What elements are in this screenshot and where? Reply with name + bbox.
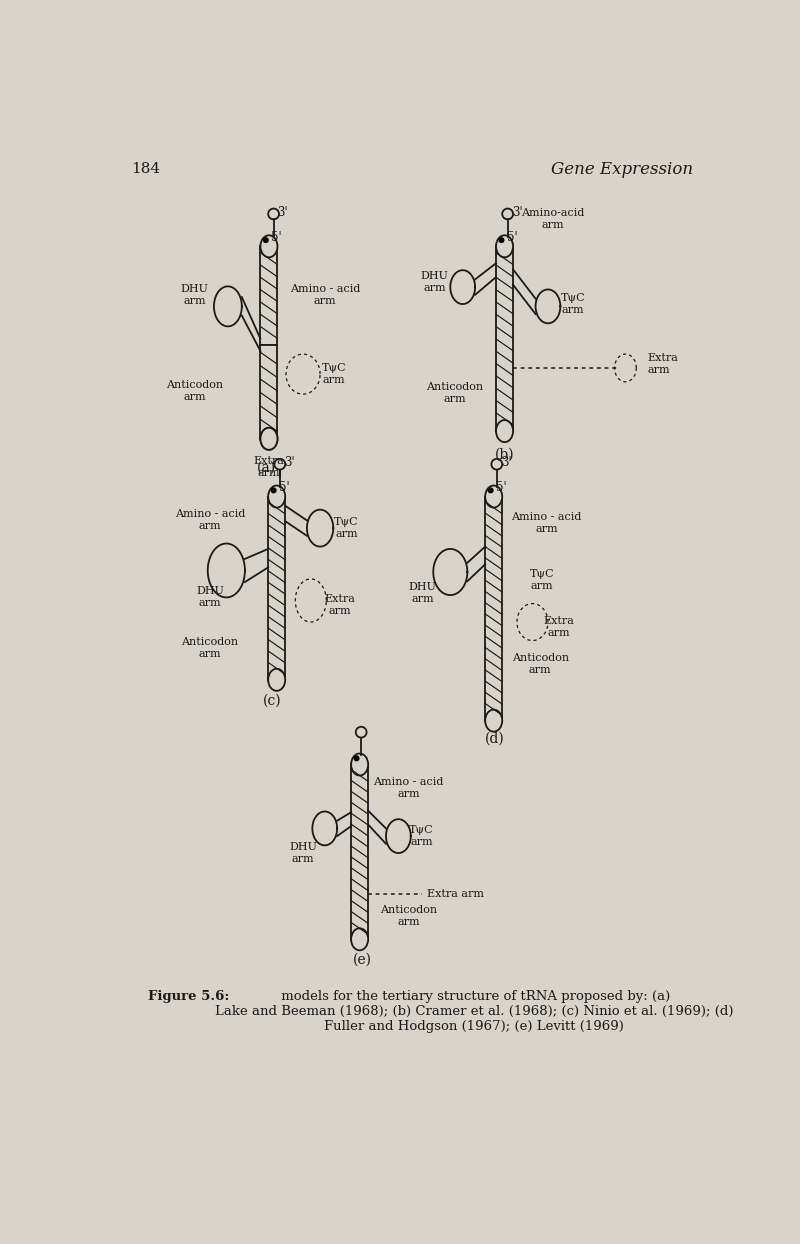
- Text: (d): (d): [486, 733, 505, 746]
- Text: Figure 5.6:: Figure 5.6:: [148, 990, 230, 1003]
- Circle shape: [354, 756, 359, 760]
- Ellipse shape: [261, 428, 278, 450]
- Circle shape: [499, 238, 504, 243]
- Ellipse shape: [268, 485, 286, 508]
- Text: 3': 3': [278, 207, 288, 219]
- Ellipse shape: [485, 485, 502, 508]
- Text: (e): (e): [353, 953, 371, 967]
- Text: DHU
arm: DHU arm: [289, 842, 317, 865]
- Text: Anticodon
arm: Anticodon arm: [426, 382, 483, 403]
- Text: TψC
arm: TψC arm: [410, 825, 434, 847]
- Ellipse shape: [261, 235, 278, 258]
- Ellipse shape: [351, 754, 368, 775]
- Ellipse shape: [485, 709, 502, 731]
- Text: DHU
arm: DHU arm: [196, 586, 224, 607]
- Circle shape: [271, 488, 276, 493]
- Circle shape: [491, 459, 502, 469]
- Bar: [261, 345, 278, 439]
- Circle shape: [274, 459, 286, 469]
- Ellipse shape: [496, 420, 513, 442]
- Text: (c): (c): [262, 694, 282, 708]
- Text: (b): (b): [494, 447, 514, 462]
- Text: 5': 5': [279, 481, 290, 494]
- Text: Amino - acid
arm: Amino - acid arm: [175, 510, 246, 531]
- Bar: [485, 496, 502, 720]
- Text: Extra
arm: Extra arm: [543, 616, 574, 638]
- Text: 5': 5': [271, 230, 282, 244]
- Text: Amino - acid
arm: Amino - acid arm: [511, 513, 582, 535]
- Text: Extra
arm: Extra arm: [647, 353, 678, 376]
- Text: Extra
arm: Extra arm: [325, 595, 356, 616]
- Text: models for the tertiary structure of tRNA proposed by: (a)
Lake and Beeman (1968: models for the tertiary structure of tRN…: [214, 990, 734, 1033]
- Circle shape: [502, 209, 513, 219]
- Text: 3': 3': [284, 457, 294, 469]
- Circle shape: [263, 238, 268, 243]
- Circle shape: [488, 488, 493, 493]
- Text: 3': 3': [501, 457, 511, 469]
- Text: 184: 184: [131, 162, 160, 177]
- Ellipse shape: [261, 428, 278, 450]
- Text: Amino - acid
arm: Amino - acid arm: [290, 284, 360, 306]
- Bar: [268, 496, 286, 679]
- Circle shape: [268, 209, 279, 219]
- Text: Extra arm: Extra arm: [427, 889, 484, 899]
- Text: Amino-acid
arm: Amino-acid arm: [521, 208, 584, 230]
- Text: DHU
arm: DHU arm: [421, 271, 449, 292]
- Text: TψC
arm: TψC arm: [334, 518, 358, 539]
- Text: Anticodon
arm: Anticodon arm: [182, 637, 238, 659]
- Text: Gene Expression: Gene Expression: [550, 160, 693, 178]
- Text: Anticodon
arm: Anticodon arm: [512, 653, 569, 675]
- Text: Amino - acid
arm: Amino - acid arm: [374, 776, 444, 799]
- Text: DHU
arm: DHU arm: [181, 284, 209, 306]
- Text: (a): (a): [257, 462, 276, 475]
- Text: TψC
arm: TψC arm: [530, 570, 554, 591]
- Ellipse shape: [268, 669, 286, 690]
- Ellipse shape: [351, 928, 368, 950]
- Text: 5': 5': [496, 481, 506, 494]
- Bar: [351, 765, 368, 939]
- Text: Extra
arm: Extra arm: [254, 455, 284, 478]
- Text: 5': 5': [507, 230, 518, 244]
- Ellipse shape: [496, 235, 513, 258]
- Text: DHU
arm: DHU arm: [409, 582, 436, 603]
- Bar: [261, 246, 278, 345]
- Text: 3': 3': [512, 207, 522, 219]
- Text: TψC
arm: TψC arm: [322, 363, 346, 386]
- Bar: [496, 246, 513, 432]
- Text: Anticodon
arm: Anticodon arm: [166, 381, 223, 402]
- Text: TψC
arm: TψC arm: [561, 294, 585, 315]
- Circle shape: [356, 726, 366, 738]
- Text: Anticodon
arm: Anticodon arm: [380, 906, 437, 927]
